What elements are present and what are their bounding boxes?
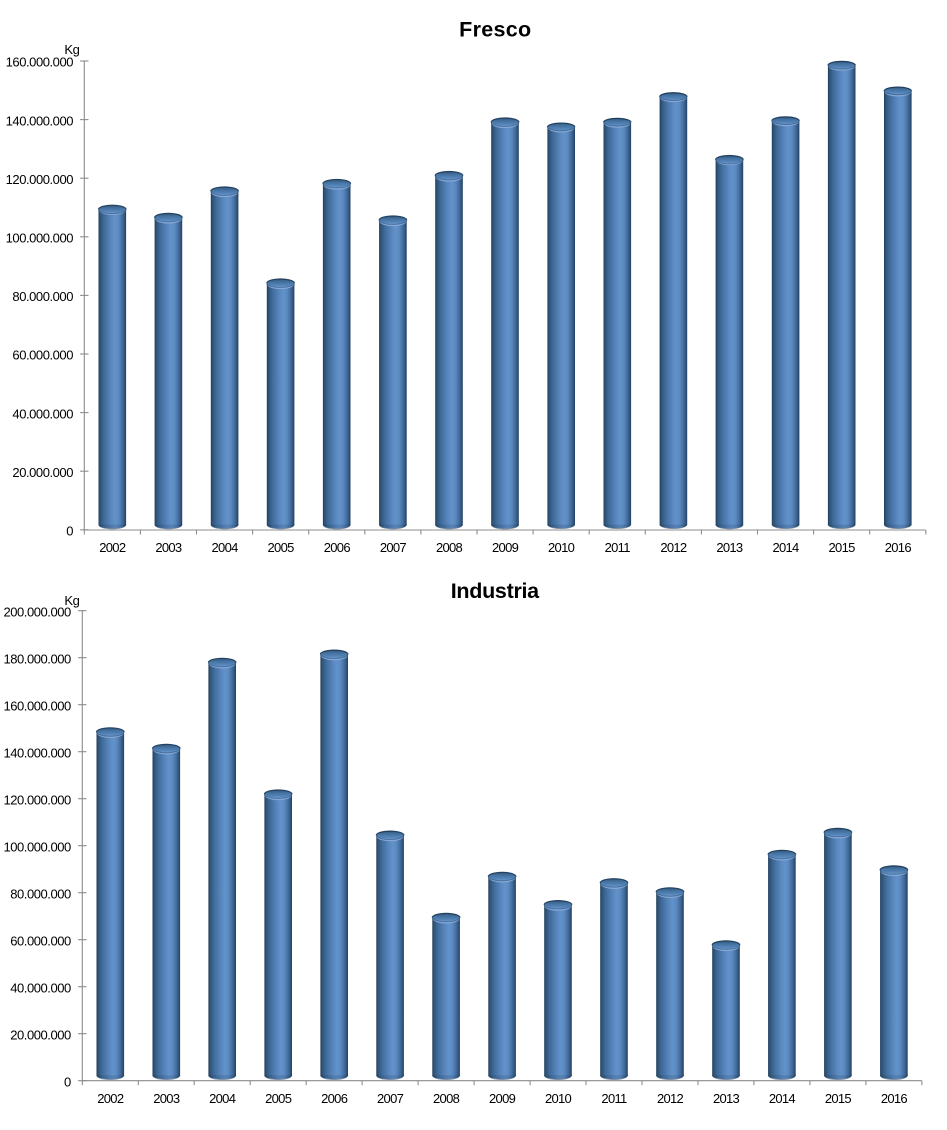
svg-text:2011: 2011: [601, 1091, 627, 1106]
svg-text:2003: 2003: [153, 1091, 180, 1106]
svg-text:2008: 2008: [436, 540, 463, 555]
svg-text:80.000.000: 80.000.000: [10, 886, 71, 901]
svg-text:Kg: Kg: [64, 42, 79, 57]
svg-text:120.000.000: 120.000.000: [6, 172, 74, 187]
svg-text:160.000.000: 160.000.000: [3, 698, 71, 713]
svg-text:100.000.000: 100.000.000: [6, 231, 74, 246]
svg-text:2015: 2015: [825, 1091, 852, 1106]
svg-text:2006: 2006: [324, 540, 351, 555]
svg-text:2010: 2010: [545, 1091, 572, 1106]
svg-text:2005: 2005: [265, 1091, 292, 1106]
svg-text:2005: 2005: [268, 540, 295, 555]
svg-text:180.000.000: 180.000.000: [3, 651, 71, 666]
svg-text:2004: 2004: [209, 1091, 236, 1106]
svg-text:Kg: Kg: [64, 593, 79, 608]
svg-text:2003: 2003: [155, 540, 182, 555]
svg-text:2015: 2015: [829, 540, 856, 555]
svg-text:2007: 2007: [380, 540, 407, 555]
svg-text:160.000.000: 160.000.000: [6, 55, 74, 70]
svg-text:2016: 2016: [885, 540, 912, 555]
svg-text:2002: 2002: [97, 1091, 124, 1106]
svg-text:2006: 2006: [321, 1091, 348, 1106]
svg-text:100.000.000: 100.000.000: [3, 839, 71, 854]
svg-text:60.000.000: 60.000.000: [12, 348, 73, 363]
svg-text:40.000.000: 40.000.000: [10, 980, 71, 995]
svg-text:2002: 2002: [99, 540, 126, 555]
svg-text:2012: 2012: [660, 540, 687, 555]
svg-text:2010: 2010: [548, 540, 575, 555]
svg-text:2009: 2009: [489, 1091, 516, 1106]
svg-text:0: 0: [66, 524, 73, 539]
svg-text:0: 0: [64, 1074, 71, 1089]
svg-text:2009: 2009: [492, 540, 519, 555]
svg-text:140.000.000: 140.000.000: [6, 113, 74, 128]
svg-text:2014: 2014: [769, 1091, 796, 1106]
svg-text:80.000.000: 80.000.000: [12, 289, 73, 304]
svg-text:2004: 2004: [212, 540, 239, 555]
svg-text:2012: 2012: [657, 1091, 684, 1106]
svg-text:20.000.000: 20.000.000: [12, 465, 73, 480]
svg-text:Fresco: Fresco: [459, 18, 531, 42]
svg-text:200.000.000: 200.000.000: [3, 604, 71, 619]
svg-text:2008: 2008: [433, 1091, 460, 1106]
svg-text:20.000.000: 20.000.000: [10, 1027, 71, 1042]
svg-text:2013: 2013: [716, 540, 743, 555]
svg-text:2014: 2014: [772, 540, 799, 555]
svg-text:2013: 2013: [713, 1091, 740, 1106]
svg-text:Industria: Industria: [451, 579, 540, 603]
svg-text:2016: 2016: [881, 1091, 908, 1106]
svg-text:140.000.000: 140.000.000: [3, 745, 71, 760]
svg-text:60.000.000: 60.000.000: [10, 933, 71, 948]
svg-text:120.000.000: 120.000.000: [3, 792, 71, 807]
svg-text:2007: 2007: [377, 1091, 404, 1106]
svg-text:2011: 2011: [605, 540, 631, 555]
svg-text:40.000.000: 40.000.000: [12, 406, 73, 421]
